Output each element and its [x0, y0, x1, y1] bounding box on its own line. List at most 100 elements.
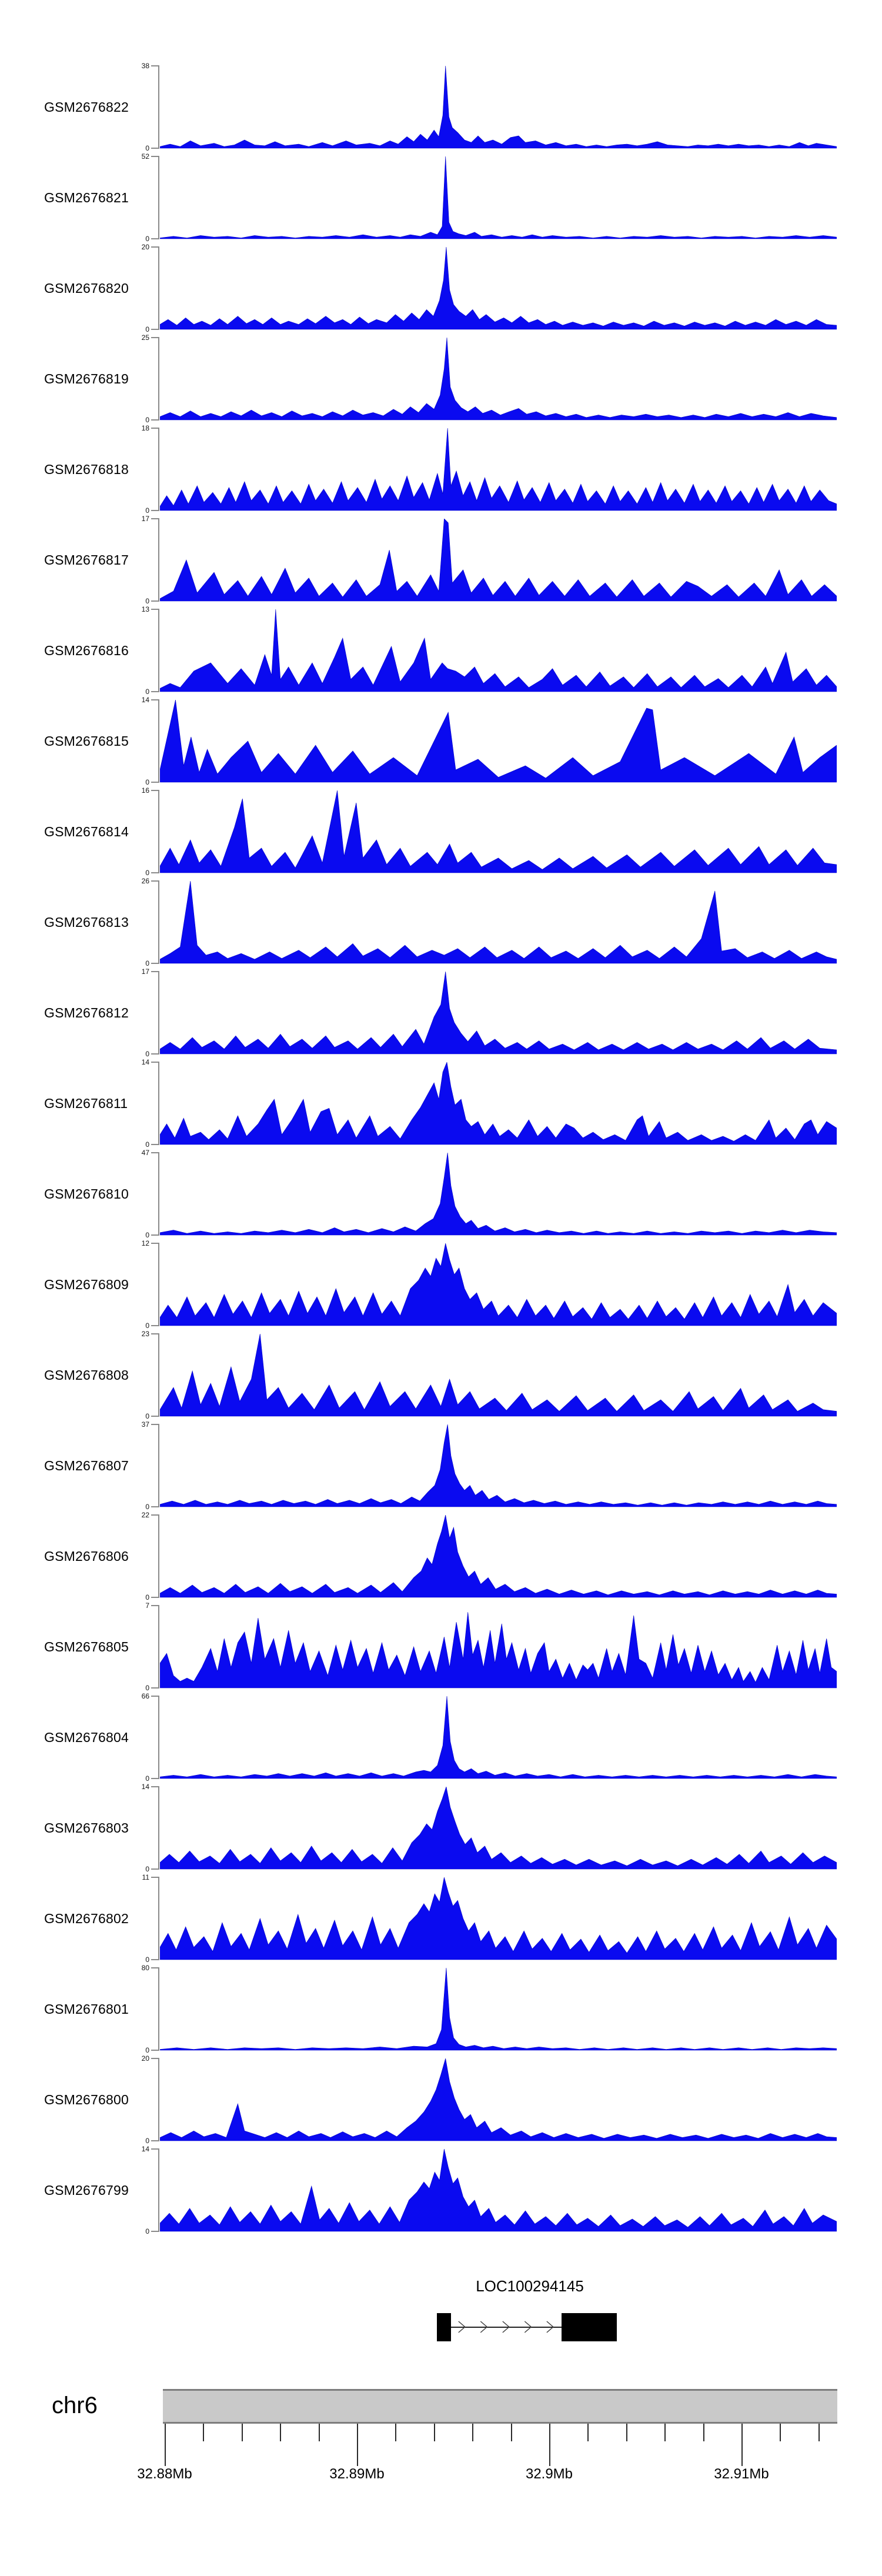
y-axis-max-label: 12 — [141, 1239, 149, 1247]
y-axis-zero-tick — [151, 148, 159, 149]
track-label: GSM2676818 — [44, 462, 129, 477]
track-label: GSM2676821 — [44, 190, 129, 205]
coverage-track-row: GSM2676815 14 0 — [0, 696, 882, 786]
coverage-signal — [160, 2149, 837, 2232]
coverage-signal — [160, 1153, 837, 1236]
signal-area — [160, 1877, 837, 1960]
y-axis-max-label: 14 — [141, 696, 149, 704]
y-axis-zero-tick — [151, 1506, 159, 1507]
coverage-track-row: GSM2676799 14 0 — [0, 2145, 882, 2235]
y-axis-top-tick — [151, 971, 159, 972]
y-axis-line — [158, 2058, 159, 2141]
coverage-signal — [160, 1612, 837, 1689]
coverage-signal — [160, 1334, 837, 1417]
strand-direction-arrow-icon — [524, 2321, 532, 2333]
y-axis-zero-tick — [151, 1234, 159, 1236]
coverage-track-row: GSM2676821 52 0 — [0, 152, 882, 243]
y-axis-zero-tick — [151, 419, 159, 421]
track-label: GSM2676809 — [44, 1277, 129, 1292]
y-axis-zero-label: 0 — [145, 1684, 149, 1692]
signal-area — [160, 2058, 837, 2141]
ruler-minor-tick — [318, 2424, 320, 2441]
y-axis-zero-label: 0 — [145, 2227, 149, 2235]
y-axis-zero-label: 0 — [145, 688, 149, 696]
y-axis-zero-tick — [151, 1687, 159, 1689]
coverage-track-row: GSM2676818 18 0 — [0, 424, 882, 515]
y-axis-zero-label: 0 — [145, 778, 149, 786]
y-axis-top-tick — [151, 1062, 159, 1063]
coverage-signal — [160, 247, 837, 330]
y-axis-top-tick — [151, 1605, 159, 1606]
y-axis-max-label: 22 — [141, 1511, 149, 1519]
signal-area — [160, 1153, 837, 1236]
gene-name-label: LOC100294145 — [476, 2277, 584, 2295]
coverage-signal — [160, 66, 837, 149]
coverage-signal — [160, 1787, 837, 1870]
strand-direction-arrow-icon — [502, 2321, 510, 2333]
track-label: GSM2676819 — [44, 371, 129, 386]
y-axis-top-tick — [151, 1333, 159, 1334]
y-axis-line — [158, 156, 159, 239]
track-label: GSM2676804 — [44, 1730, 129, 1745]
coverage-track-row: GSM2676812 17 0 — [0, 967, 882, 1058]
track-label: GSM2676800 — [44, 2092, 129, 2107]
y-axis-zero-label: 0 — [145, 2137, 149, 2145]
coverage-track-row: GSM2676804 66 0 — [0, 1692, 882, 1783]
coverage-track-row: GSM2676810 47 0 — [0, 1149, 882, 1239]
y-axis-top-tick — [151, 428, 159, 429]
y-axis-top-tick — [151, 1967, 159, 1968]
ruler-minor-tick — [780, 2424, 781, 2441]
y-axis-line — [158, 1152, 159, 1236]
y-axis-top-tick — [151, 609, 159, 610]
coverage-signal — [160, 1062, 837, 1145]
y-axis-zero-tick — [151, 510, 159, 511]
y-axis-line — [158, 699, 159, 783]
mb-tick-label: 32.89Mb — [329, 2466, 385, 2482]
signal-area — [160, 1968, 837, 2051]
y-axis-line — [158, 790, 159, 873]
y-axis-zero-tick — [151, 963, 159, 964]
track-label: GSM2676811 — [44, 1096, 128, 1111]
ruler-minor-tick — [703, 2424, 704, 2441]
y-axis-zero-tick — [151, 2050, 159, 2051]
coverage-track-row: GSM2676809 12 0 — [0, 1239, 882, 1330]
y-axis-max-label: 14 — [141, 1058, 149, 1066]
coverage-track-row: GSM2676811 14 0 — [0, 1058, 882, 1149]
mb-tick-label: 32.91Mb — [714, 2466, 769, 2482]
y-axis-top-tick — [151, 2058, 159, 2059]
ruler-minor-tick — [664, 2424, 666, 2441]
coverage-signal — [160, 1243, 837, 1326]
gene-intron-line — [450, 2327, 562, 2328]
y-axis-zero-tick — [151, 1597, 159, 1598]
coverage-track-row: GSM2676816 13 0 — [0, 605, 882, 696]
y-axis-max-label: 18 — [141, 424, 149, 432]
y-axis-max-label: 26 — [141, 877, 149, 885]
y-axis-line — [158, 1877, 159, 1960]
y-axis-zero-label: 0 — [145, 1231, 149, 1239]
coverage-track-row: GSM2676807 37 0 — [0, 1420, 882, 1511]
track-label: GSM2676803 — [44, 1820, 129, 1836]
signal-area — [160, 1787, 837, 1870]
y-axis-zero-label: 0 — [145, 506, 149, 515]
coverage-track-row: GSM2676808 23 0 — [0, 1330, 882, 1420]
ruler-minor-tick — [510, 2424, 512, 2441]
y-axis-zero-label: 0 — [145, 869, 149, 877]
ruler-minor-tick — [280, 2424, 282, 2441]
track-label: GSM2676808 — [44, 1367, 129, 1383]
ruler-minor-tick — [818, 2424, 820, 2441]
y-axis-zero-tick — [151, 872, 159, 873]
strand-direction-arrow-icon — [480, 2321, 488, 2333]
coverage-signal — [160, 1515, 837, 1598]
y-axis-line — [158, 1062, 159, 1145]
signal-area — [160, 66, 837, 149]
track-label: GSM2676810 — [44, 1186, 129, 1202]
gene-strand-arrow-icons — [458, 2321, 554, 2333]
y-axis-max-label: 20 — [141, 243, 149, 251]
y-axis-zero-label: 0 — [145, 1412, 149, 1420]
ruler-minor-tick — [472, 2424, 474, 2441]
y-axis-top-tick — [151, 1243, 159, 1244]
signal-area — [160, 247, 837, 330]
y-axis-max-label: 13 — [141, 605, 149, 613]
y-axis-top-tick — [151, 1152, 159, 1153]
